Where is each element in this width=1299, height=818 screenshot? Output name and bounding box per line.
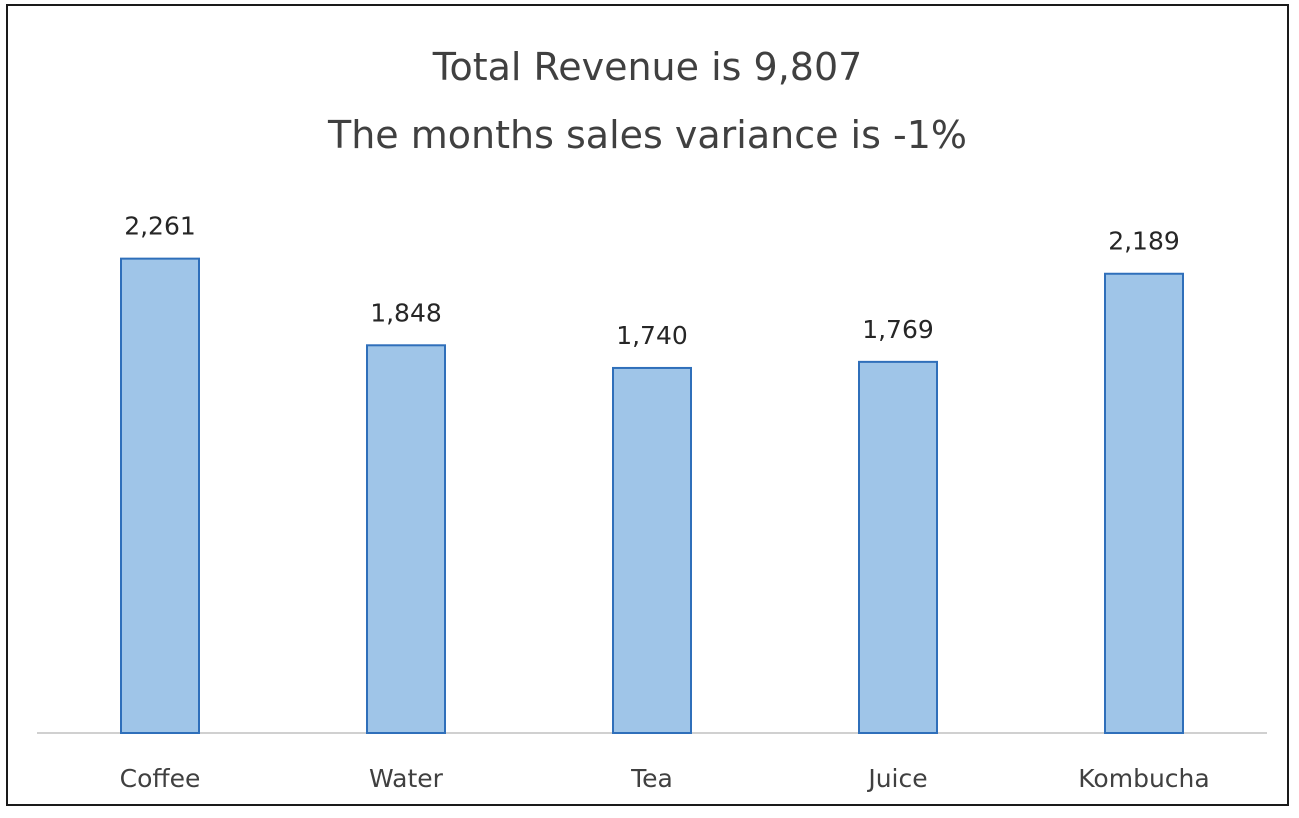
data-label-tea: 1,740 — [616, 321, 688, 350]
bar-water — [366, 344, 446, 734]
data-label-juice: 1,769 — [862, 315, 934, 344]
chart-title: Total Revenue is 9,807 — [432, 45, 863, 89]
data-label-coffee: 2,261 — [124, 212, 196, 241]
bar-chart: 2,261 Coffee 1,848 Water 1,740 Tea 1,769 Juice 2… — [37, 212, 1267, 793]
category-label-juice: Juice — [866, 764, 927, 793]
bar-coffee — [120, 257, 200, 734]
bar-kombucha — [1104, 272, 1184, 734]
data-label-kombucha: 2,189 — [1108, 227, 1180, 256]
data-label-water: 1,848 — [370, 298, 442, 327]
bar-tea — [612, 366, 692, 734]
category-label-coffee: Coffee — [120, 764, 201, 793]
bar-juice — [858, 360, 938, 734]
chart-subtitle: The months sales variance is -1% — [328, 113, 967, 157]
chart-frame: Total Revenue is 9,807 The months sales … — [6, 4, 1289, 806]
category-label-kombucha: Kombucha — [1078, 764, 1209, 793]
category-label-water: Water — [369, 764, 444, 793]
category-label-tea: Tea — [630, 764, 673, 793]
